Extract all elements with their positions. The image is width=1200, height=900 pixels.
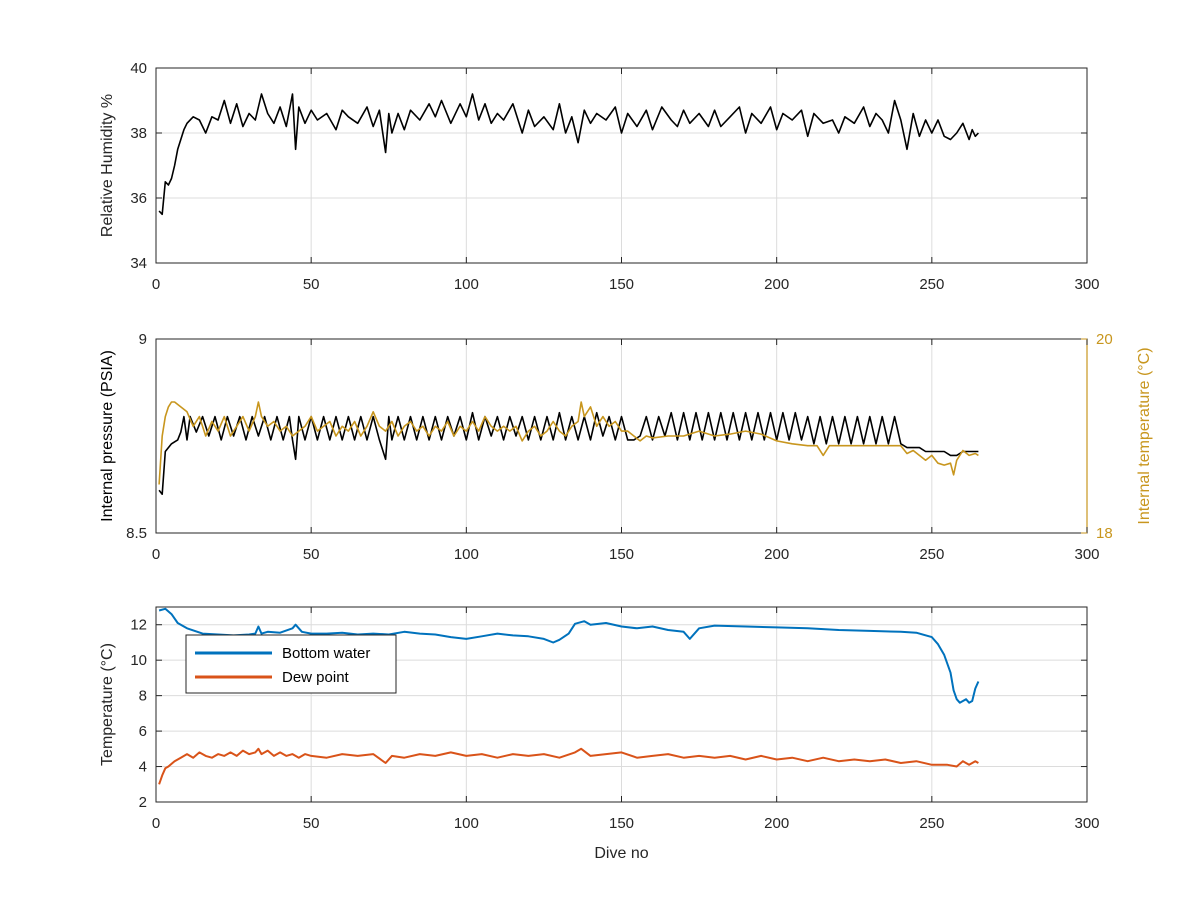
humidity-line: [158, 93, 979, 216]
x-tick-label: 200: [764, 546, 789, 563]
y2-axis-label: Internal temperature (°C): [1136, 347, 1153, 524]
y-tick-label: 8: [139, 688, 147, 705]
x-tick-label: 0: [152, 546, 160, 563]
x-tick-label: 50: [303, 276, 320, 293]
x-tick-label: 250: [919, 546, 944, 563]
y-tick-label: 34: [130, 255, 147, 272]
bottom-water-line: [158, 607, 980, 704]
y-tick-label: 38: [130, 125, 147, 142]
legend-label: Dew point: [282, 669, 350, 686]
y-tick-label: 10: [130, 652, 147, 669]
x-tick-label: 50: [303, 546, 320, 563]
legend-label: Bottom water: [282, 645, 370, 662]
x-tick-label: 0: [152, 815, 160, 832]
x-tick-label: 250: [919, 815, 944, 832]
x-tick-label: 250: [919, 276, 944, 293]
x-tick-label: 150: [609, 276, 634, 293]
legend: Bottom water Dew point: [185, 634, 397, 694]
y-axis-label: Relative Humidity %: [99, 94, 116, 237]
x-tick-label: 100: [454, 815, 479, 832]
humidity-panel: 0 50 100 150 200 250 300 34 36 38 40 Relative Humid…: [99, 60, 1100, 293]
internal-pressure-line: [158, 411, 979, 496]
y-axis-label: Internal pressure (PSIA): [99, 350, 116, 522]
x-tick-label: 100: [454, 276, 479, 293]
y-tick-label: 9: [139, 331, 147, 348]
temperature-panel: 0 50 100 150 200 250 300 2 4 6 8 10 12 Temperature (°…: [99, 606, 1100, 862]
x-tick-label: 200: [764, 815, 789, 832]
x-tick-label: 200: [764, 276, 789, 293]
x-axis-label: Dive no: [594, 845, 648, 862]
y-tick-label: 12: [130, 617, 147, 634]
y-tick-label: 6: [139, 723, 147, 740]
dew-point-line: [158, 747, 979, 785]
x-tick-label: 150: [609, 815, 634, 832]
y2-tick-label: 20: [1096, 331, 1113, 348]
y2-tick-label: 18: [1096, 525, 1113, 542]
x-tick-label: 300: [1074, 276, 1099, 293]
y-tick-label: 2: [139, 794, 147, 811]
y-tick-label: 8.5: [126, 525, 147, 542]
x-tick-label: 300: [1074, 546, 1099, 563]
internal-temperature-line: [158, 401, 979, 485]
y-axis-label: Temperature (°C): [99, 643, 116, 766]
x-tick-label: 100: [454, 546, 479, 563]
y-tick-label: 40: [130, 60, 147, 77]
x-tick-label: 50: [303, 815, 320, 832]
y-tick-label: 36: [130, 190, 147, 207]
pressure-panel: 0 50 100 150 200 250 300 8.5 9 18 20 Internal press…: [99, 331, 1153, 563]
y-tick-label: 4: [139, 759, 147, 776]
x-tick-label: 0: [152, 276, 160, 293]
legend-box: [185, 634, 397, 694]
x-tick-label: 300: [1074, 815, 1099, 832]
x-tick-label: 150: [609, 546, 634, 563]
